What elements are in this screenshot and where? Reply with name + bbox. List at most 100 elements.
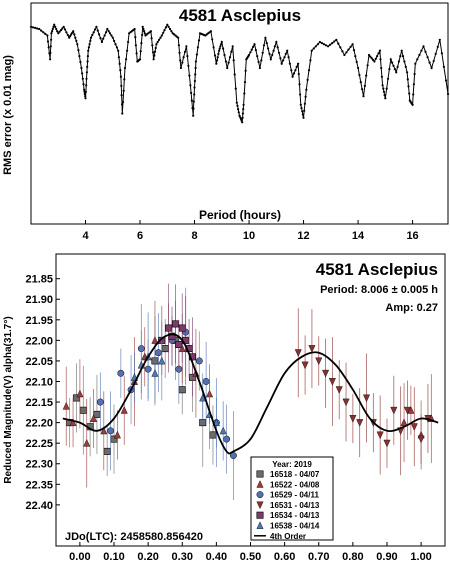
- period-scan-point: [49, 58, 52, 61]
- lightcurve-xtick-label: 0.20: [137, 551, 158, 562]
- period-scan-point: [252, 45, 255, 49]
- period-scan-point: [163, 29, 166, 32]
- lightcurve-xtick-label: 1.00: [410, 551, 431, 562]
- period-scan-point: [393, 68, 396, 71]
- period-scan-point: [414, 62, 417, 65]
- data-point: [69, 418, 77, 427]
- period-scan-point: [141, 33, 144, 37]
- period-scan-point: [231, 45, 234, 48]
- period-scan-point: [256, 55, 259, 58]
- period-scan-point: [373, 60, 376, 63]
- legend-entry: 16518 - 04/07: [270, 470, 320, 479]
- period-scan-point: [183, 50, 187, 53]
- period-scan-point: [242, 108, 245, 111]
- lightcurve-xtick-label: 0.80: [342, 551, 363, 562]
- period-scan-point: [361, 88, 364, 91]
- period-scan-point: [197, 39, 201, 42]
- period-scan-point: [349, 45, 352, 49]
- period-scan-point: [34, 26, 37, 29]
- period-scan-point: [324, 44, 328, 47]
- period-scan-point: [243, 81, 247, 84]
- lightcurve-ytick-label: 22.15: [25, 397, 53, 409]
- period-scan-point: [227, 61, 230, 64]
- period-scan-point: [438, 38, 441, 41]
- period-scan-point: [294, 69, 297, 72]
- period-scan-point: [271, 53, 274, 57]
- data-point: [403, 406, 411, 415]
- period-scan-point: [218, 47, 221, 50]
- period-scan-point: [134, 36, 137, 39]
- period-scan-point: [104, 31, 108, 34]
- period-scan-point: [389, 58, 392, 61]
- period-scan-point: [156, 40, 159, 44]
- legend-marker: [256, 511, 264, 519]
- period-scan-point: [399, 55, 402, 58]
- period-scan-point: [155, 43, 158, 46]
- period-scan-point: [304, 95, 307, 98]
- period-scan-point: [61, 27, 64, 30]
- period-scan-point: [309, 59, 312, 62]
- period-scan-point: [237, 111, 240, 114]
- period-scan-point: [85, 77, 88, 80]
- period-scan-point: [143, 30, 146, 33]
- period-scan-point: [316, 43, 319, 46]
- period-scan-point: [424, 50, 427, 53]
- period-scan-point: [241, 116, 244, 119]
- lightcurve-title: 4581 Asclepius: [316, 260, 438, 279]
- data-point: [417, 435, 425, 444]
- period-scan-point: [77, 49, 80, 52]
- period-scan-line: [30, 23, 449, 123]
- period-scan-point: [243, 92, 246, 95]
- period-scan-point: [237, 108, 240, 111]
- data-point: [349, 415, 357, 423]
- period-scan-point: [223, 53, 226, 57]
- data-point: [83, 439, 91, 447]
- lightcurve-panel: 21.85 21.90 21.95 22.00 22.05 22.10 22.15 22.20…: [3, 253, 446, 562]
- period-scan-point: [141, 25, 144, 28]
- period-scan-point: [71, 31, 74, 34]
- period-scan-point: [40, 29, 43, 32]
- period-scan-point: [222, 47, 225, 50]
- period-scan-point: [275, 40, 278, 44]
- period-scan-point: [318, 40, 321, 44]
- data-point: [113, 430, 121, 439]
- period-scan-point: [70, 33, 73, 36]
- period-scan-point: [267, 47, 270, 50]
- period-scan-point: [177, 44, 180, 47]
- data-point: [151, 336, 159, 344]
- period-scan-point: [140, 42, 143, 45]
- period-scan-xtick-label: 6: [137, 230, 143, 242]
- period-scan-point: [69, 34, 72, 38]
- period-scan-point: [117, 49, 120, 52]
- period-scan-point: [193, 93, 196, 96]
- period-scan-point: [194, 73, 197, 76]
- period-scan-point: [244, 69, 247, 72]
- lightcurve-xtick-label: 0.00: [69, 551, 90, 562]
- period-scan-point: [365, 74, 368, 77]
- period-scan-point: [121, 101, 125, 104]
- period-scan-point: [355, 60, 358, 64]
- period-scan-point: [362, 95, 365, 98]
- data-point: [223, 435, 231, 443]
- legend-marker: [256, 521, 264, 529]
- period-scan-point: [84, 95, 87, 98]
- period-scan-point: [440, 52, 443, 55]
- period-scan-point: [115, 46, 118, 49]
- period-scan-point: [51, 30, 54, 33]
- period-scan-point: [253, 43, 256, 46]
- period-scan-point: [300, 107, 303, 110]
- lightcurve-xtick-label: 0.30: [172, 551, 193, 562]
- period-scan-point: [189, 84, 192, 87]
- period-scan-point: [166, 23, 169, 26]
- data-point: [103, 447, 111, 455]
- legend-marker: [256, 491, 264, 499]
- period-scan-point: [329, 43, 332, 46]
- period-scan-point: [126, 49, 129, 52]
- period-scan-point: [391, 61, 394, 64]
- period-scan-point: [420, 49, 423, 52]
- period-scan-point: [395, 71, 398, 74]
- period-scan-point: [76, 43, 79, 46]
- period-scan-point: [284, 52, 287, 56]
- period-scan-point: [53, 23, 56, 26]
